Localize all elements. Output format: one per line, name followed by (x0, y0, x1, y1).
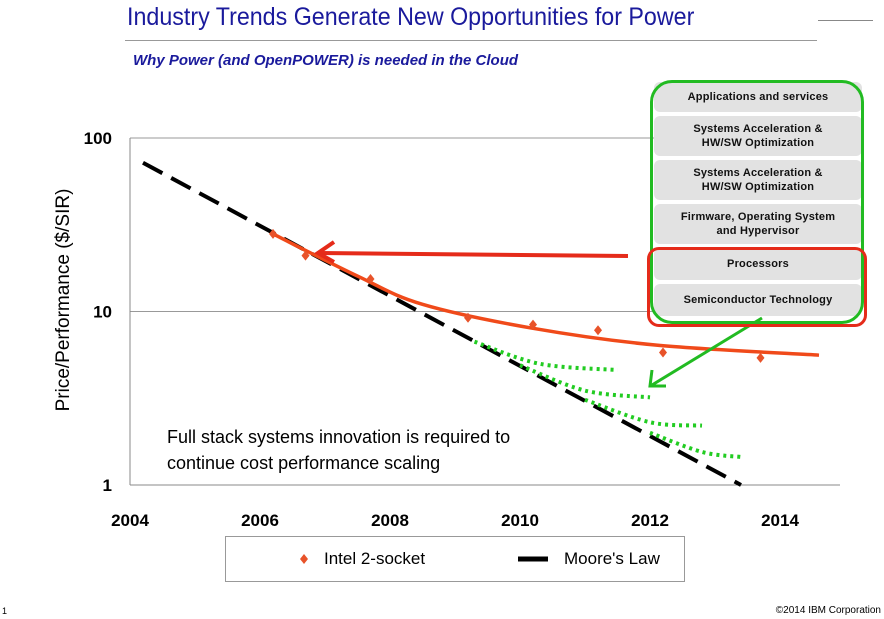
stack-layer: Systems Acceleration & HW/SW Optimization (654, 116, 862, 156)
intel-trend-curve (272, 232, 820, 357)
hardware-highlight (647, 247, 867, 327)
stack-layer: Processors (654, 248, 862, 280)
legend-label: Intel 2-socket (324, 549, 426, 568)
diamond-marker-icon (300, 554, 308, 564)
stack-layer: Applications and services (654, 82, 862, 112)
stack-layer-label: Applications and services (688, 90, 829, 104)
annotation-line-1: Full stack systems innovation is require… (167, 427, 511, 447)
data-point (659, 347, 667, 358)
copyright: ©2014 IBM Corporation (775, 605, 881, 616)
stack-layer-label: Systems Acceleration & HW/SW Optimization (693, 166, 822, 194)
stack-layer-label: Firmware, Operating System and Hypervisor (681, 210, 835, 238)
stack-layer: Systems Acceleration & HW/SW Optimization (654, 160, 862, 200)
green-arrowhead (648, 369, 666, 388)
data-point (301, 250, 310, 261)
layer-line: and Hypervisor (716, 225, 800, 237)
x-tick-label: 2004 (111, 511, 149, 530)
annotation-line-2: continue cost performance scaling (167, 453, 441, 473)
legend-label: Moore's Law (564, 549, 660, 568)
stack-layer-label: Processors (727, 257, 789, 271)
dash-marker-icon (518, 556, 548, 562)
y-axis-label: Price/Performance ($/SIR) (53, 189, 74, 412)
x-tick-label: 2012 (631, 511, 669, 530)
stack-layer: Semiconductor Technology (654, 284, 862, 316)
data-point (529, 319, 537, 330)
title-divider (125, 40, 817, 41)
projection-curve (473, 339, 618, 373)
layer-line: HW/SW Optimization (701, 137, 815, 149)
projection-curve (519, 363, 651, 400)
data-point (366, 273, 375, 284)
legend-item-intel: Intel 2-socket (298, 549, 425, 569)
x-tick-label: 2008 (371, 511, 409, 530)
data-point (594, 325, 602, 336)
y-tick-label: 10 (93, 303, 112, 322)
layer-line: Systems Acceleration & (693, 123, 823, 135)
x-tick-label: 2010 (501, 511, 539, 530)
data-point (756, 352, 765, 363)
stack-layer-label: Semiconductor Technology (684, 293, 833, 307)
x-tick-label: 2006 (241, 511, 279, 530)
layer-line: Firmware, Operating System (680, 211, 836, 223)
stack-layer: Firmware, Operating System and Hypervisor (654, 204, 862, 244)
y-tick-label: 100 (84, 129, 112, 148)
layer-line: Systems Acceleration & (693, 167, 823, 179)
y-tick-label: 1 (103, 476, 112, 495)
projection-curve (649, 430, 742, 459)
green-arrow (651, 316, 763, 387)
title-rule (818, 20, 873, 21)
data-point (464, 312, 472, 323)
full-stack-highlight (650, 80, 864, 324)
x-tick-label: 2014 (761, 511, 799, 530)
moores-law-line (142, 160, 742, 487)
stack-layer-label: Systems Acceleration & HW/SW Optimization (693, 122, 822, 150)
layer-line: HW/SW Optimization (701, 181, 815, 193)
layer-line: Semiconductor Technology (683, 294, 833, 306)
layer-line: Applications and services (687, 91, 829, 103)
layer-line: Processors (727, 258, 789, 270)
red-arrow (319, 251, 629, 258)
slide-subtitle: Why Power (and OpenPOWER) is needed in t… (133, 52, 519, 69)
red-arrowhead (314, 240, 336, 264)
data-point (269, 228, 277, 239)
legend-item-moore: Moore's Law (518, 549, 660, 569)
chart-legend: Intel 2-socket Moore's Law (225, 536, 685, 582)
system-stack: Applications and services Systems Acceler… (652, 82, 864, 320)
page-number: 1 (2, 606, 8, 616)
projection-curve (584, 397, 703, 428)
slide-title: Industry Trends Generate New Opportuniti… (127, 3, 695, 31)
chart-annotation: Full stack systems innovation is require… (167, 424, 510, 476)
